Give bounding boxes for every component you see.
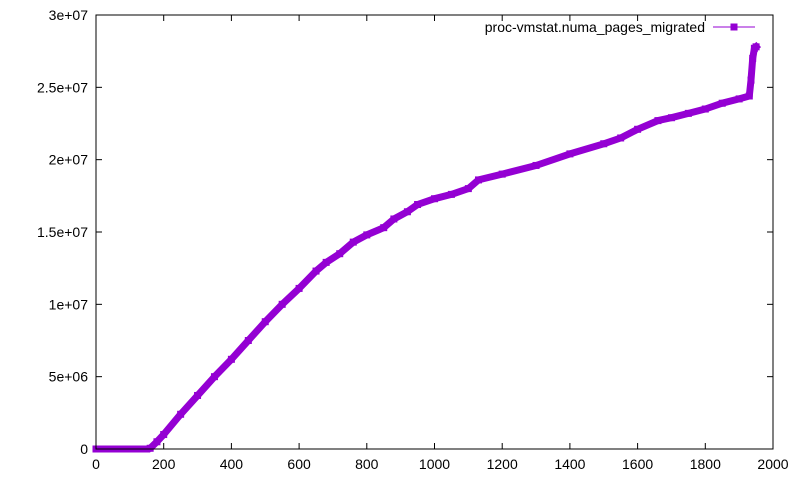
data-point-marker: [498, 170, 506, 178]
data-point-marker: [153, 438, 161, 446]
data-point-marker: [380, 224, 388, 232]
legend-label: proc-vmstat.numa_pages_migrated: [485, 19, 705, 35]
data-point-marker: [363, 231, 371, 239]
data-point-marker: [752, 43, 760, 51]
plot-frame: [95, 14, 774, 450]
x-tick-label: 1800: [690, 456, 721, 472]
data-point-marker: [475, 176, 483, 184]
data-point-marker: [210, 373, 218, 381]
plot-area: [92, 41, 762, 453]
x-tick-label: 800: [355, 456, 379, 472]
y-tick-label: 0: [80, 441, 88, 457]
data-point-marker: [634, 125, 642, 133]
data-point-marker: [532, 161, 540, 169]
data-point-marker: [464, 185, 472, 193]
legend: proc-vmstat.numa_pages_migrated: [485, 19, 755, 35]
data-point-marker: [177, 410, 185, 418]
legend-marker: [730, 23, 738, 31]
data-point-marker: [566, 150, 574, 158]
data-point-marker: [600, 140, 608, 148]
x-tick-label: 1600: [622, 456, 653, 472]
data-point-marker: [278, 300, 286, 308]
series-line: [92, 41, 762, 453]
data-point-marker: [414, 201, 422, 209]
data-point-marker: [160, 431, 168, 439]
data-point-marker: [749, 54, 757, 62]
x-tick-label: 400: [220, 456, 244, 472]
data-point-marker: [745, 92, 753, 100]
x-tick-label: 2000: [757, 456, 788, 472]
y-tick-label: 5e+06: [49, 369, 89, 385]
data-point-marker: [322, 258, 330, 266]
y-tick-label: 2e+07: [49, 152, 89, 168]
data-point-marker: [349, 238, 357, 246]
data-point-marker: [194, 391, 202, 399]
x-tick-label: 1000: [419, 456, 450, 472]
data-point-marker: [261, 318, 269, 326]
data-point-marker: [654, 117, 662, 125]
data-point-marker: [747, 76, 755, 84]
y-tick-label: 1.5e+07: [37, 224, 88, 240]
y-tick-label: 1e+07: [49, 296, 89, 312]
data-point-marker: [718, 99, 726, 107]
data-point-marker: [447, 190, 455, 198]
data-point-marker: [244, 337, 252, 344]
axes: 0 200 400 600 800 1000 1200 1400 1600 1800 2000 0 5e…: [37, 7, 789, 472]
data-point-marker: [312, 267, 320, 275]
x-tick-label: 1200: [487, 456, 518, 472]
y-tick-label: 2.5e+07: [37, 79, 88, 95]
data-point-marker: [227, 355, 235, 363]
x-tick-label: 600: [287, 456, 311, 472]
data-point-marker: [431, 195, 438, 203]
data-point-marker: [390, 215, 398, 223]
data-point-marker: [403, 208, 411, 216]
y-tick-label: 3e+07: [49, 7, 89, 23]
data-point-marker: [684, 109, 692, 117]
data-point-marker: [667, 114, 675, 122]
data-point-marker: [735, 95, 743, 103]
x-tick-label: 0: [92, 456, 100, 472]
data-point-marker: [336, 250, 344, 258]
data-point-marker: [617, 134, 625, 142]
data-point-marker: [146, 444, 154, 452]
data-point-marker: [701, 105, 709, 113]
data-point-marker: [295, 284, 303, 292]
x-tick-label: 1400: [554, 456, 585, 472]
x-tick-label: 200: [152, 456, 176, 472]
